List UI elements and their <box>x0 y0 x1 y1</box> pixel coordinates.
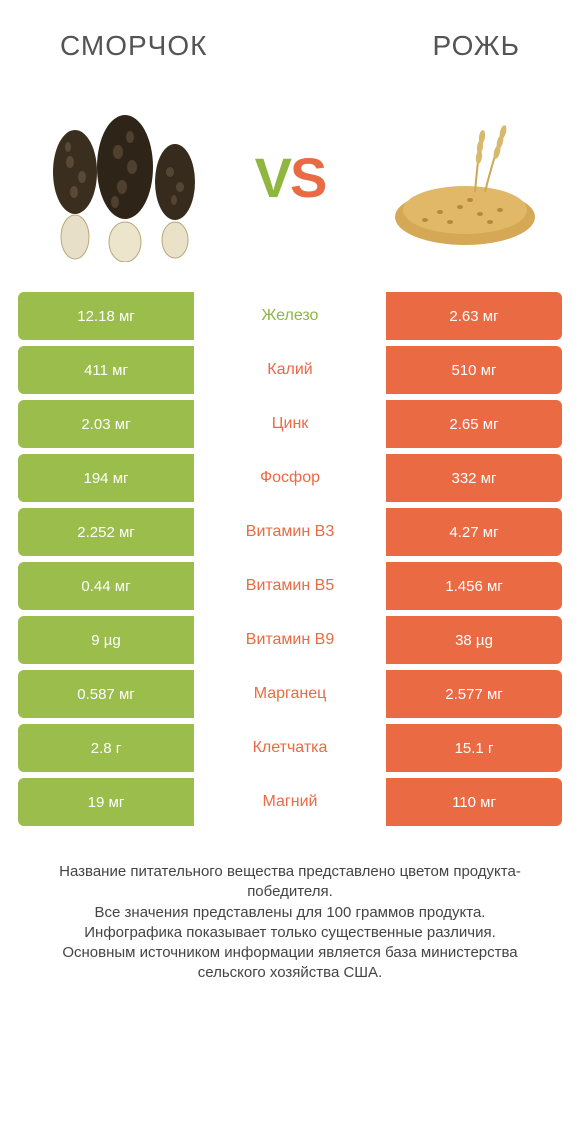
table-row: 12.18 мгЖелезо2.63 мг <box>18 292 562 340</box>
cell-right-value: 2.63 мг <box>386 292 562 340</box>
footer-line: Название питательного вещества представл… <box>30 862 550 903</box>
cell-right-value: 332 мг <box>386 454 562 502</box>
cell-left-value: 2.8 г <box>18 724 194 772</box>
table-row: 2.252 мгВитамин B34.27 мг <box>18 508 562 556</box>
vs-label: VS <box>255 145 326 210</box>
vs-s: S <box>290 145 325 210</box>
cell-left-value: 2.03 мг <box>18 400 194 448</box>
cell-left-value: 9 µg <box>18 616 194 664</box>
cell-label: Витамин B9 <box>194 616 386 664</box>
cell-right-value: 2.577 мг <box>386 670 562 718</box>
table-row: 19 мгМагний110 мг <box>18 778 562 826</box>
cell-label: Фосфор <box>194 454 386 502</box>
cell-label: Клетчатка <box>194 724 386 772</box>
footer: Название питательного вещества представл… <box>0 832 580 984</box>
table-row: 0.587 мгМарганец2.577 мг <box>18 670 562 718</box>
cell-label: Марганец <box>194 670 386 718</box>
comparison-table: 12.18 мгЖелезо2.63 мг 411 мгКалий510 мг 2.… <box>0 292 580 826</box>
table-row: 2.8 гКлетчатка15.1 г <box>18 724 562 772</box>
cell-left-value: 19 мг <box>18 778 194 826</box>
cell-label: Магний <box>194 778 386 826</box>
vs-v: V <box>255 145 290 210</box>
title-left: СМОРЧОК <box>60 30 207 62</box>
cell-right-value: 15.1 г <box>386 724 562 772</box>
cell-right-value: 110 мг <box>386 778 562 826</box>
cell-left-value: 2.252 мг <box>18 508 194 556</box>
cell-right-value: 510 мг <box>386 346 562 394</box>
cell-left-value: 0.587 мг <box>18 670 194 718</box>
cell-left-value: 0.44 мг <box>18 562 194 610</box>
cell-right-value: 1.456 мг <box>386 562 562 610</box>
cell-left-value: 194 мг <box>18 454 194 502</box>
cell-right-value: 4.27 мг <box>386 508 562 556</box>
hero: VS <box>0 72 580 292</box>
table-row: 9 µgВитамин B938 µg <box>18 616 562 664</box>
cell-label: Витамин B5 <box>194 562 386 610</box>
footer-line: Инфографика показывает только существенн… <box>30 923 550 943</box>
cell-label: Витамин B3 <box>194 508 386 556</box>
cell-left-value: 12.18 мг <box>18 292 194 340</box>
table-row: 0.44 мгВитамин B51.456 мг <box>18 562 562 610</box>
table-row: 411 мгКалий510 мг <box>18 346 562 394</box>
cell-left-value: 411 мг <box>18 346 194 394</box>
table-row: 2.03 мгЦинк2.65 мг <box>18 400 562 448</box>
morel-image <box>30 92 210 262</box>
cell-label: Калий <box>194 346 386 394</box>
cell-label: Железо <box>194 292 386 340</box>
cell-right-value: 38 µg <box>386 616 562 664</box>
cell-label: Цинк <box>194 400 386 448</box>
title-right: РОЖЬ <box>433 30 520 62</box>
footer-line: Все значения представлены для 100 граммо… <box>30 903 550 923</box>
header: СМОРЧОК РОЖЬ <box>0 0 580 72</box>
cell-right-value: 2.65 мг <box>386 400 562 448</box>
footer-line: Основным источником информации является … <box>30 943 550 984</box>
table-row: 194 мгФосфор332 мг <box>18 454 562 502</box>
rye-image <box>370 92 550 262</box>
